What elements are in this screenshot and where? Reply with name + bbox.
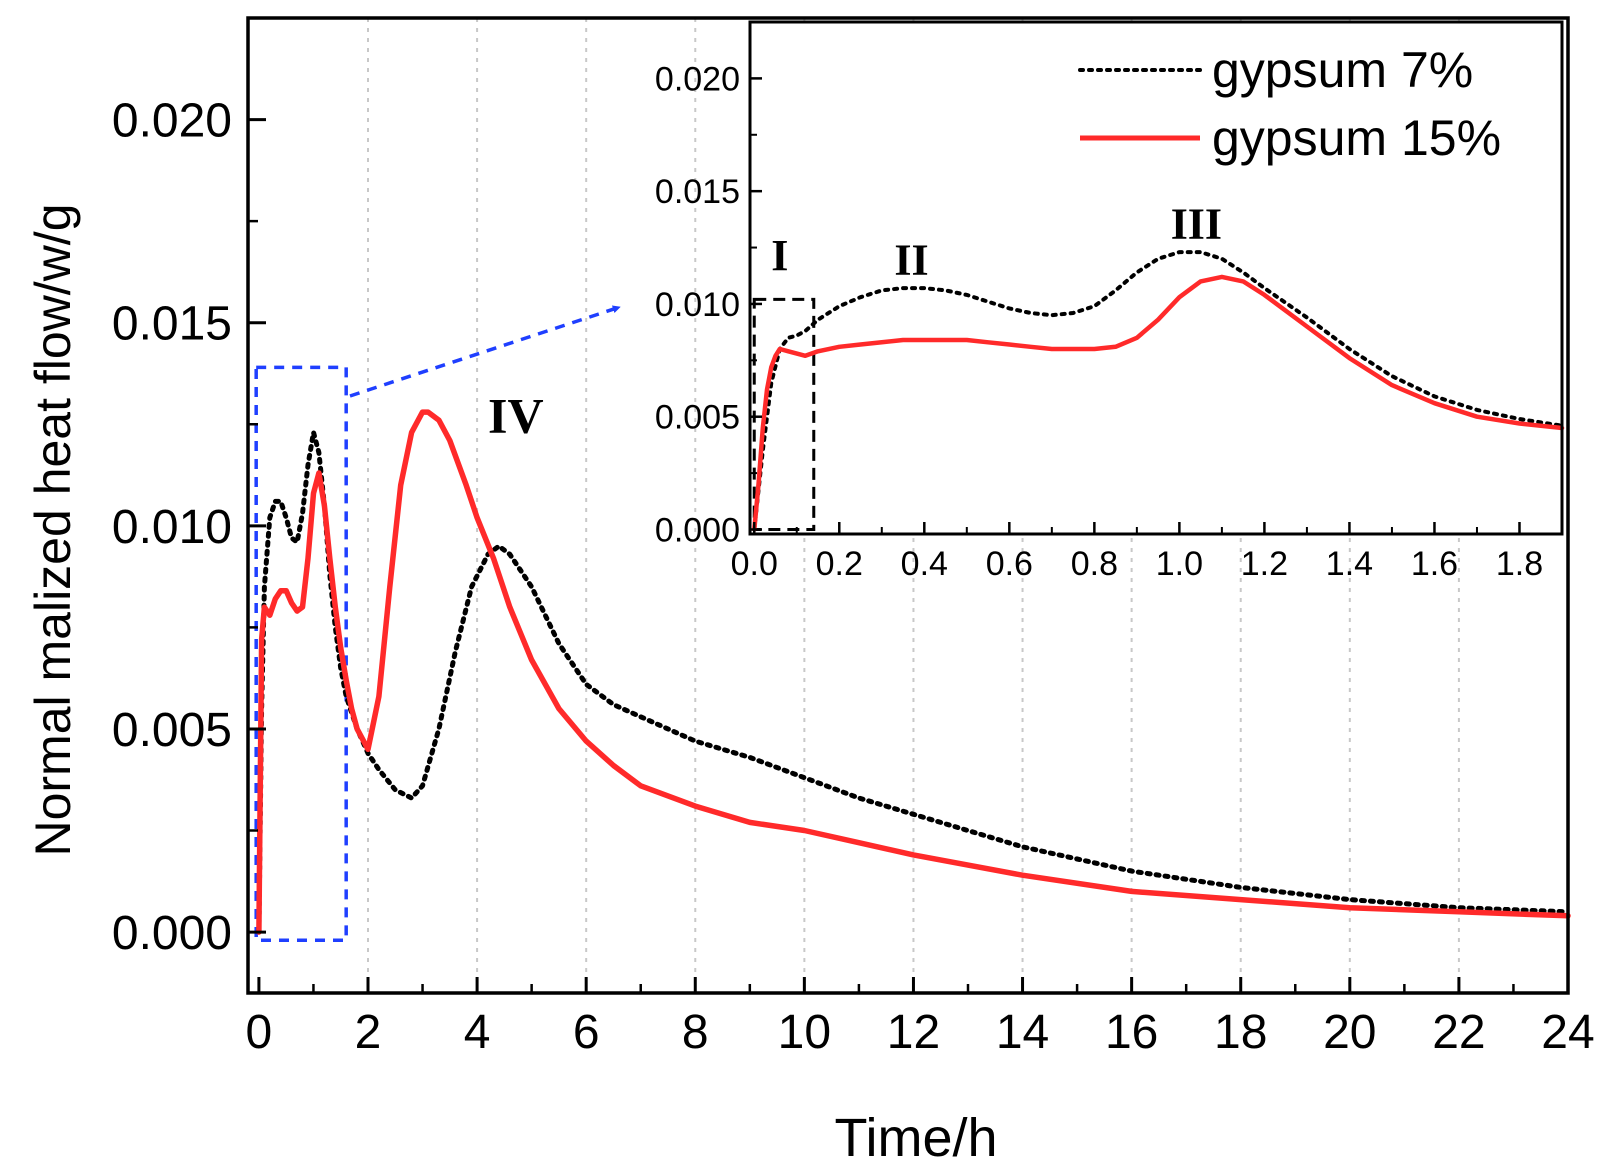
- main-x-tick-labels: 0 2 4 6 8 10 12 14 16 18 20 22 24: [246, 1006, 1595, 1059]
- main-x-tick-label: 22: [1432, 1006, 1485, 1059]
- annotation-iv: IV: [488, 387, 544, 443]
- inset-x-tick-label: 0.4: [901, 545, 948, 583]
- inset-x-tick-label: 1.0: [1156, 545, 1203, 583]
- inset-chart: 0.0 0.2 0.4 0.6 0.8 1.0 1.2 1.4 1.6 1.8 0.0000.00…: [655, 20, 1565, 583]
- annotation-iii: III: [1171, 200, 1222, 249]
- inset-zoom-region-box: [752, 297, 816, 531]
- main-x-tick-label: 18: [1214, 1006, 1267, 1059]
- inset-y-tick-label: 0.000: [655, 511, 740, 549]
- inset-y-tick-label: 0.015: [655, 173, 740, 211]
- legend-label-gypsum-7: gypsum 7%: [1212, 42, 1473, 98]
- inset-x-tick-label: 0.8: [1071, 545, 1118, 583]
- inset-x-tick-label: 0.2: [816, 545, 863, 583]
- inset-x-tick-label: 1.6: [1411, 545, 1458, 583]
- main-chart: 0 2 4 6 8 10 12 14 16 18 20 22 24 0.0000.0050.0100.0…: [25, 16, 1595, 1168]
- legend-label-gypsum-15: gypsum 15%: [1212, 110, 1501, 166]
- inset-background: [750, 22, 1562, 534]
- inset-x-tick-label: 1.2: [1241, 545, 1288, 583]
- inset-ticks: [750, 77, 1563, 534]
- inset-y-tick-labels: 0.000 0.005 0.010 0.015 0.020: [655, 60, 740, 549]
- x-axis-label: Time/h: [834, 1108, 997, 1168]
- main-y-tick-label: 0.005: [112, 704, 232, 757]
- main-ticks: [248, 118, 1570, 993]
- inset-x-tick-label: 1.8: [1496, 545, 1543, 583]
- main-x-tick-label: 12: [887, 1006, 940, 1059]
- main-x-tick-label: 0: [246, 1006, 273, 1059]
- inset-zoom-region-rect: [752, 297, 816, 531]
- annotation-ii: II: [894, 236, 928, 285]
- inset-series-line-gypsum-7: [752, 250, 1564, 532]
- inset-x-tick-label: 1.4: [1326, 545, 1373, 583]
- inset-series-line-gypsum-15: [752, 274, 1565, 532]
- inset-y-tick-label: 0.020: [655, 60, 740, 98]
- main-x-tick-label: 20: [1323, 1006, 1376, 1059]
- y-axis-label: Normal malized heat flow/w/g: [25, 203, 81, 856]
- main-y-tick-label: 0.020: [112, 95, 232, 148]
- main-y-tick-labels: 0.000 0.005 0.010 0.015 0.020: [112, 95, 232, 961]
- main-x-tick-label: 2: [355, 1006, 382, 1059]
- main-y-tick-label: 0.015: [112, 298, 232, 351]
- inset-plot-frame: [748, 20, 1564, 536]
- inset-x-tick-label: 0.0: [731, 545, 778, 583]
- main-x-tick-label: 4: [464, 1006, 491, 1059]
- main-x-tick-label: 6: [573, 1006, 600, 1059]
- main-x-tick-label: 8: [682, 1006, 709, 1059]
- main-annotations: IV: [488, 387, 544, 443]
- zoom-arrow: [349, 305, 621, 398]
- main-x-tick-label: 10: [778, 1006, 831, 1059]
- inset-y-tick-label: 0.010: [655, 286, 740, 324]
- inset-x-tick-label: 0.6: [986, 545, 1033, 583]
- annotation-i: I: [771, 231, 788, 280]
- main-x-tick-label: 14: [996, 1006, 1049, 1059]
- main-series-line-gypsum-7: [256, 429, 1571, 935]
- main-x-tick-label: 24: [1541, 1006, 1594, 1059]
- main-series-group: [256, 409, 1571, 935]
- legend: gypsum 7% gypsum 15%: [1078, 42, 1501, 166]
- main-x-tick-label: 16: [1105, 1006, 1158, 1059]
- zoom-region-box: [254, 365, 348, 942]
- inset-y-tick-label: 0.005: [655, 399, 740, 437]
- main-series-line-gypsum-15: [256, 409, 1571, 935]
- inset-series-group: [752, 250, 1565, 532]
- main-y-tick-label: 0.000: [112, 907, 232, 960]
- inset-x-tick-labels: 0.0 0.2 0.4 0.6 0.8 1.0 1.2 1.4 1.6 1.8: [731, 545, 1544, 583]
- main-plot-frame: [246, 16, 1570, 995]
- zoom-region-rect: [254, 365, 348, 942]
- main-y-tick-label: 0.010: [112, 501, 232, 554]
